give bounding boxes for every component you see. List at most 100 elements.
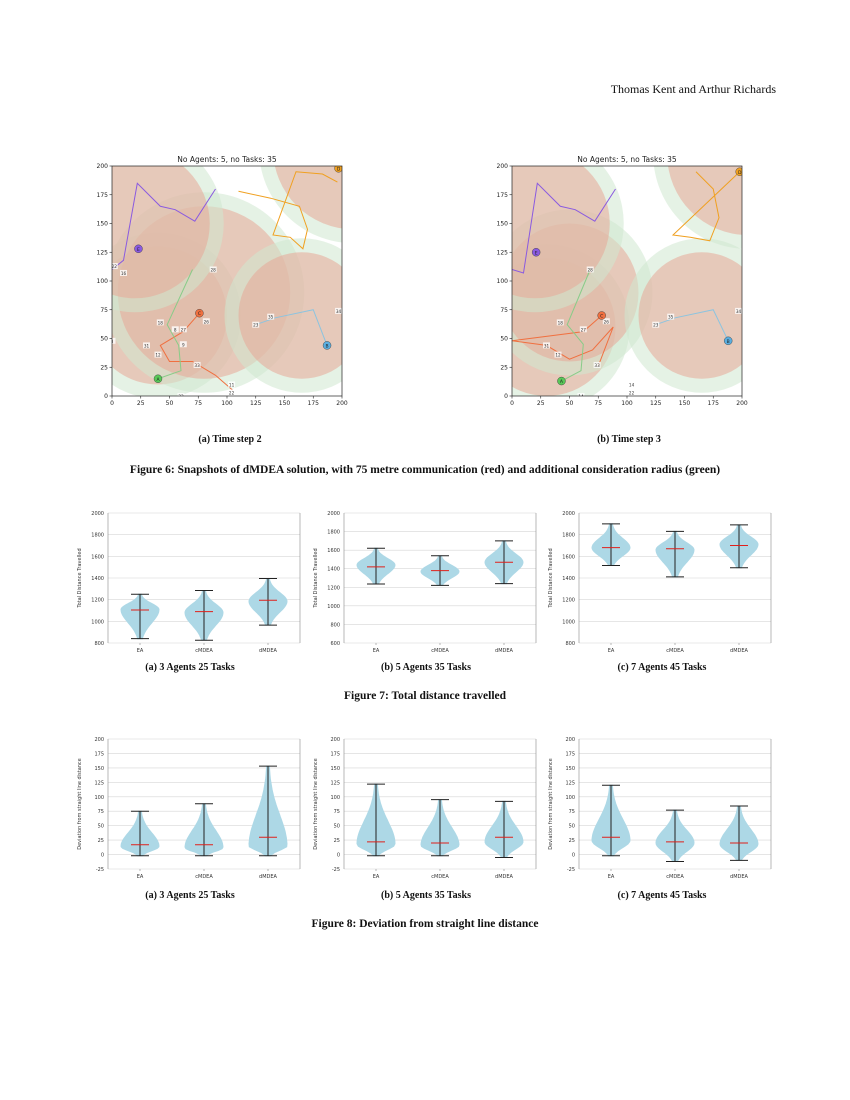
task-marker: [156, 319, 164, 326]
agent-marker: [557, 376, 566, 386]
y-tick-label: 25: [500, 364, 508, 371]
task-label: 34: [336, 309, 342, 314]
agent-marker: [334, 166, 342, 173]
x-tick-label: dMDEA: [259, 648, 277, 654]
y-tick-label: 600: [330, 641, 340, 647]
task-marker: [667, 313, 675, 320]
fig7c-caption: (c) 7 Agents 45 Tasks: [617, 662, 707, 673]
fig8a-caption: (a) 3 Agents 25 Tasks: [145, 890, 235, 901]
task-marker: [556, 319, 564, 326]
y-tick-label: 0: [104, 393, 108, 400]
y-tick-label: 1600: [327, 548, 340, 554]
agent-marker: [735, 167, 742, 176]
task-marker: [593, 361, 601, 368]
y-tick-label: 2000: [327, 511, 340, 517]
x-tick-label: 200: [736, 400, 748, 407]
y-tick-label: 800: [565, 641, 575, 647]
fig8c-caption: (c) 7 Agents 45 Tasks: [617, 890, 707, 901]
x-tick-label: 200: [336, 400, 348, 407]
task-label: 18: [558, 320, 564, 325]
task-label: 14: [629, 383, 635, 388]
x-tick-label: EA: [608, 874, 615, 880]
y-axis-label: Total Distance Travelled: [313, 548, 319, 608]
agent-label: D: [337, 166, 341, 172]
y-tick-label: 1400: [562, 576, 575, 582]
task-marker: [202, 318, 210, 325]
x-tick-label: cMDEA: [666, 874, 684, 880]
y-tick-label: 0: [101, 853, 104, 859]
task-marker: [112, 337, 116, 344]
fig8b-plot: Deviation from straight line distance -25…: [313, 737, 537, 880]
y-tick-label: 100: [97, 278, 109, 285]
y-tick-label: -25: [96, 867, 104, 873]
agent-route: [238, 171, 338, 250]
x-tick-label: dMDEA: [495, 874, 513, 880]
agent-route: [655, 309, 729, 342]
task-label: 23: [653, 323, 659, 328]
x-tick-label: 75: [194, 400, 202, 407]
agent-marker: [531, 248, 541, 257]
y-tick-label: 75: [569, 809, 575, 815]
y-tick-label: 175: [565, 751, 575, 757]
y-tick-label: 800: [94, 641, 104, 647]
fig7a-caption: (a) 3 Agents 25 Tasks: [145, 662, 235, 673]
agent-label: D: [738, 170, 742, 176]
y-tick-label: 125: [330, 780, 340, 786]
y-tick-label: 100: [330, 795, 340, 801]
communication-radius: [274, 166, 342, 229]
y-tick-label: 175: [497, 192, 509, 199]
y-tick-label: 175: [330, 751, 340, 757]
figure8-caption: Figure 8: Deviation from straight line d…: [311, 918, 539, 930]
agent-label: A: [560, 379, 564, 385]
x-tick-label: cMDEA: [431, 874, 449, 880]
fig6a-plot: No Agents: 5, no Tasks: 3522162834352326…: [97, 155, 348, 407]
y-tick-label: 200: [97, 163, 109, 170]
x-tick-label: 125: [650, 400, 662, 407]
task-label: 22: [629, 391, 635, 396]
agent-label: E: [535, 250, 538, 256]
y-tick-label: 75: [334, 809, 340, 815]
y-tick-label: 1000: [562, 619, 575, 625]
y-tick-label: 1200: [91, 598, 104, 604]
y-tick-label: 75: [100, 307, 108, 314]
task-label: 34: [736, 309, 742, 314]
task-marker: [179, 341, 187, 348]
agent-route: [255, 309, 328, 346]
y-tick-label: 150: [94, 766, 104, 772]
y-tick-label: 1000: [327, 604, 340, 610]
task-marker: [652, 321, 660, 328]
task-label: 26: [604, 319, 610, 324]
y-tick-label: 75: [98, 809, 104, 815]
task-marker: [209, 266, 217, 273]
y-tick-label: 1600: [562, 554, 575, 560]
x-tick-label: 0: [510, 400, 514, 407]
task-label: 22: [229, 391, 235, 396]
x-tick-label: 125: [250, 400, 262, 407]
agent-marker: [153, 374, 163, 383]
communication-radius: [668, 166, 742, 235]
y-axis-label: Deviation from straight line distance: [313, 758, 319, 850]
agent-marker: [195, 308, 204, 318]
agent-label: C: [198, 311, 201, 317]
task-label: 31: [144, 343, 150, 348]
y-tick-label: 200: [565, 737, 575, 743]
y-tick-label: -25: [332, 867, 340, 873]
task-label: 35: [268, 315, 274, 320]
y-tick-label: 150: [97, 221, 109, 228]
fig7b-plot: Total Distance Travelled 600 800 1000 1200 14…: [313, 511, 537, 654]
agent-label: E: [137, 247, 140, 253]
task-label: 14: [578, 394, 584, 399]
task-label: 28: [211, 268, 217, 273]
agent-route: [112, 182, 216, 270]
task-marker: [602, 318, 610, 325]
x-tick-label: EA: [373, 648, 380, 654]
x-tick-label: EA: [608, 648, 615, 654]
task-label: 28: [588, 268, 594, 273]
task-marker: [120, 269, 127, 276]
y-tick-label: 150: [565, 766, 575, 772]
agent-marker: [322, 341, 332, 350]
fig8c-plot: Deviation from straight line distance -25…: [548, 737, 772, 880]
task-marker: [112, 263, 118, 270]
x-tick-label: cMDEA: [195, 648, 213, 654]
agent-marker: [597, 311, 606, 320]
